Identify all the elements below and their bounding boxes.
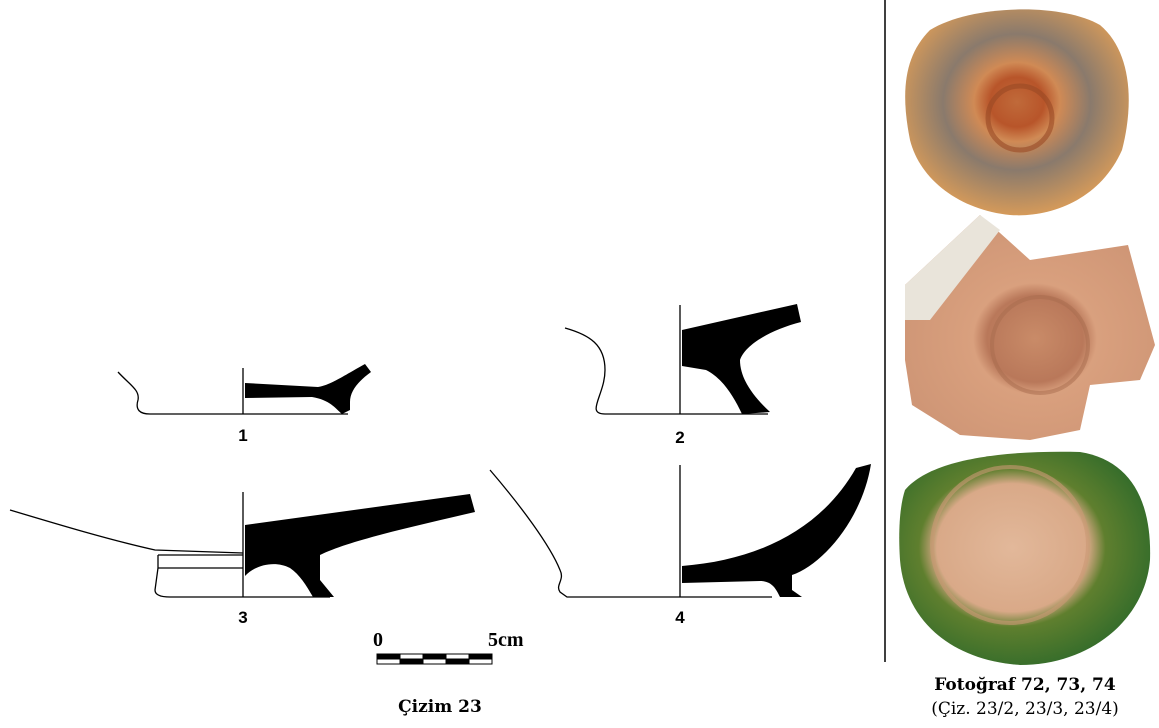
drawing-label: 2 bbox=[675, 428, 684, 447]
profile-4 bbox=[489, 464, 871, 598]
profile-2 bbox=[564, 304, 801, 415]
photo-72 bbox=[905, 9, 1129, 216]
photo-74 bbox=[899, 451, 1151, 665]
drawing-label: 3 bbox=[238, 608, 247, 627]
profile-3 bbox=[9, 492, 475, 598]
drawing-caption: Çizim 23 bbox=[398, 697, 482, 717]
drawing-label: 4 bbox=[675, 608, 685, 627]
scale-end: 5cm bbox=[488, 629, 524, 651]
photo-73 bbox=[905, 215, 1155, 440]
profile-1 bbox=[117, 364, 371, 415]
scale-start: 0 bbox=[373, 629, 383, 651]
scale-bar bbox=[376, 653, 493, 665]
photo-caption-reference: (Çiz. 23/2, 23/3, 23/4) bbox=[931, 699, 1119, 719]
photo-caption-title: Fotoğraf 72, 73, 74 bbox=[934, 675, 1116, 695]
drawing-label: 1 bbox=[238, 426, 247, 445]
